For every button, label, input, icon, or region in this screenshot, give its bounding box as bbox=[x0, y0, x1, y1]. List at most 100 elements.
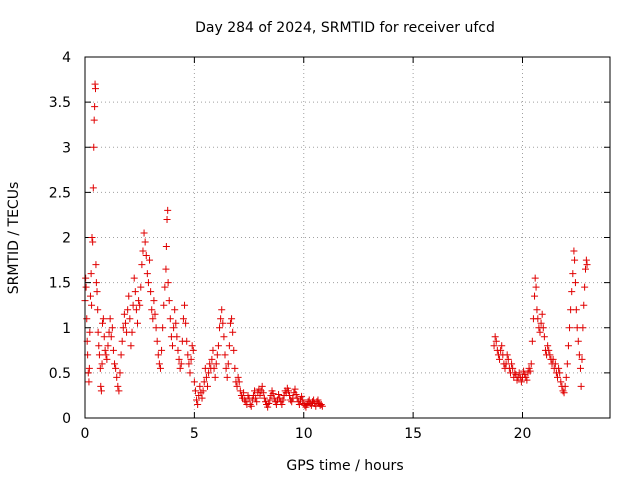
data-point bbox=[225, 342, 233, 350]
data-point bbox=[230, 346, 238, 354]
data-point bbox=[82, 274, 90, 282]
data-point bbox=[93, 288, 101, 296]
data-point bbox=[127, 342, 135, 350]
data-point bbox=[570, 247, 578, 255]
data-point bbox=[202, 373, 210, 381]
data-point bbox=[134, 319, 141, 327]
data-point bbox=[229, 328, 237, 336]
data-point bbox=[245, 394, 253, 402]
data-point bbox=[266, 396, 274, 404]
data-point bbox=[149, 315, 157, 323]
data-point bbox=[115, 387, 123, 395]
data-point bbox=[219, 319, 227, 327]
data-point bbox=[546, 351, 554, 359]
data-point bbox=[139, 247, 147, 255]
data-point bbox=[204, 382, 211, 390]
y-tick-label: 2 bbox=[62, 231, 71, 247]
data-point bbox=[109, 346, 117, 354]
y-tick-label: 3 bbox=[62, 140, 71, 156]
data-point bbox=[84, 369, 92, 377]
data-point bbox=[236, 387, 244, 395]
data-point bbox=[534, 315, 542, 323]
data-point bbox=[153, 337, 161, 345]
data-point bbox=[253, 398, 261, 406]
data-point bbox=[220, 333, 228, 341]
data-point bbox=[508, 360, 516, 368]
data-point bbox=[252, 394, 260, 402]
data-point bbox=[561, 382, 569, 390]
data-point bbox=[517, 378, 525, 386]
data-point bbox=[98, 360, 106, 368]
data-point bbox=[118, 337, 126, 345]
data-point bbox=[536, 328, 544, 336]
data-point bbox=[551, 360, 559, 368]
data-point bbox=[299, 396, 307, 404]
data-point bbox=[99, 315, 107, 323]
y-tick-label: 1.5 bbox=[49, 276, 71, 292]
data-point bbox=[113, 373, 121, 381]
data-point bbox=[223, 373, 231, 381]
data-point bbox=[164, 279, 172, 287]
data-point bbox=[137, 283, 145, 291]
x-tick-label: 0 bbox=[81, 426, 90, 442]
data-point bbox=[89, 184, 97, 192]
data-point bbox=[187, 355, 195, 363]
data-point bbox=[117, 351, 125, 359]
data-point bbox=[205, 369, 213, 377]
data-point bbox=[131, 288, 139, 296]
data-point bbox=[240, 389, 248, 397]
data-point bbox=[136, 301, 144, 309]
data-point bbox=[200, 378, 208, 386]
data-point bbox=[155, 360, 163, 368]
data-point bbox=[298, 392, 306, 400]
data-point bbox=[540, 333, 548, 341]
data-point bbox=[314, 396, 322, 404]
data-point bbox=[563, 360, 571, 368]
data-point bbox=[163, 215, 171, 223]
data-point bbox=[164, 206, 172, 214]
data-point bbox=[246, 400, 254, 408]
data-point bbox=[141, 238, 149, 246]
data-point bbox=[208, 355, 216, 363]
data-point bbox=[162, 243, 170, 251]
data-point bbox=[275, 391, 283, 399]
data-point bbox=[124, 306, 132, 314]
data-point bbox=[532, 283, 540, 291]
data-point bbox=[191, 387, 199, 395]
data-point bbox=[96, 364, 104, 372]
data-point bbox=[265, 400, 273, 408]
data-point bbox=[159, 324, 167, 332]
data-point bbox=[146, 256, 154, 264]
data-point bbox=[140, 229, 148, 237]
data-point bbox=[222, 364, 230, 372]
data-point bbox=[217, 315, 225, 323]
data-point bbox=[186, 369, 194, 377]
data-point bbox=[100, 333, 108, 341]
data-point bbox=[307, 401, 315, 409]
data-point bbox=[175, 355, 183, 363]
data-point bbox=[515, 369, 523, 377]
data-point bbox=[318, 402, 326, 410]
data-point bbox=[170, 324, 178, 332]
data-point bbox=[97, 387, 105, 395]
data-point bbox=[182, 319, 190, 327]
data-point bbox=[557, 378, 565, 386]
data-point bbox=[94, 328, 102, 336]
data-point bbox=[92, 261, 100, 269]
data-point bbox=[162, 265, 170, 273]
data-point bbox=[89, 238, 97, 246]
data-point bbox=[179, 315, 187, 323]
data-point bbox=[571, 279, 579, 287]
data-point bbox=[213, 351, 221, 359]
data-point bbox=[119, 324, 127, 332]
data-point bbox=[539, 324, 547, 332]
data-point bbox=[278, 400, 286, 408]
data-point bbox=[533, 306, 541, 314]
data-point bbox=[142, 252, 150, 260]
data-point bbox=[158, 346, 166, 354]
data-point bbox=[184, 351, 192, 359]
data-point bbox=[251, 387, 259, 395]
data-point bbox=[103, 355, 111, 363]
data-point bbox=[114, 382, 122, 390]
chart-title: Day 284 of 2024, SRMTID for receiver ufc… bbox=[195, 20, 495, 36]
